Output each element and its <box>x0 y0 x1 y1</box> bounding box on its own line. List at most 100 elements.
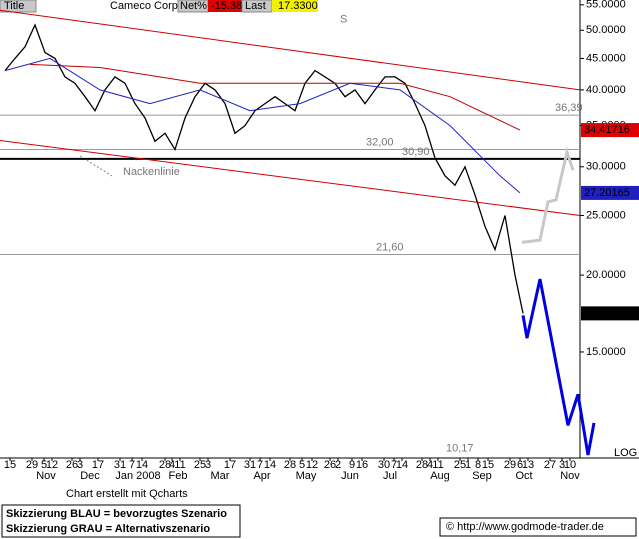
annotation: Nackenlinie <box>123 166 180 178</box>
x-tick-label: 2 <box>335 459 341 471</box>
month-label: Jan 2008 <box>115 470 160 482</box>
note: Skizzierung BLAU = bevorzugtes Szenario <box>6 508 227 520</box>
month-label: Jun <box>341 470 359 482</box>
x-tick-label: 7 <box>257 459 263 471</box>
x-tick-label: 27 <box>544 459 556 471</box>
note: Skizzierung GRAU = Alternativszenario <box>6 523 210 535</box>
level-label: 36,39 <box>555 102 583 114</box>
x-tick-label: 11 <box>174 459 185 471</box>
scale-label: LOG <box>614 447 637 459</box>
title-box <box>0 0 37 13</box>
last-value: 17.3300 <box>278 0 318 12</box>
header: Title Cameco Corp. Net% -15.38 Last 17.3… <box>0 0 318 13</box>
last-label: Last <box>245 0 266 12</box>
x-tick-label: 14 <box>396 459 408 471</box>
x-tick-label: 16 <box>356 459 368 471</box>
x-tick-label: 25 <box>194 459 206 471</box>
last-value-box <box>581 185 639 200</box>
trend-line <box>0 140 581 216</box>
y-tick-label: 25.0000 <box>586 209 626 221</box>
title: Title <box>4 0 24 12</box>
net-value-box <box>208 0 242 12</box>
x-tick-label: 12 <box>46 459 58 471</box>
annotation: S <box>340 14 347 26</box>
month-label: Nov <box>36 470 56 482</box>
x-tick-label: 8 <box>475 459 481 471</box>
source: Chart erstellt mit Qcharts <box>66 488 188 500</box>
month-label: Apr <box>253 470 270 482</box>
x-tick-label: 14 <box>136 459 148 471</box>
month-label: Oct <box>515 470 532 482</box>
x-tick-label: 5 <box>41 459 47 471</box>
y-tick-label: 15.0000 <box>586 346 626 358</box>
series-line <box>521 278 596 456</box>
x-tick-label: 14 <box>264 459 276 471</box>
last-value-box <box>581 123 639 138</box>
x-tick-label: 28 <box>416 459 428 471</box>
x-tick-label: 1 <box>465 459 471 471</box>
copyright-box <box>439 517 637 537</box>
series-line <box>521 146 575 244</box>
x-tick-label: 7 <box>129 459 135 471</box>
series-line <box>29 63 521 131</box>
y-tick-label: 45.0000 <box>586 52 626 64</box>
plot: 55.000050.000045.000040.000035.000030.00… <box>0 0 639 482</box>
last-value-label: 27.20165 <box>584 187 630 199</box>
y-tick-label: 20.0000 <box>586 269 626 281</box>
x-tick-label: 15 <box>482 459 494 471</box>
level-label: 32,00 <box>366 136 394 148</box>
x-tick-label: 31 <box>244 459 256 471</box>
x-tick-label: 28 <box>159 459 171 471</box>
last-value-box <box>272 0 318 12</box>
month-label: Nov <box>560 470 580 482</box>
x-tick-label: 29 <box>26 459 38 471</box>
x-tick-label: 3 <box>205 459 211 471</box>
month-label: Mar <box>211 470 230 482</box>
instrument: Cameco Corp. <box>110 0 181 12</box>
level-label: 30,90 <box>402 146 430 158</box>
x-tick-label: 28 <box>284 459 296 471</box>
x-tick-label: 26 <box>324 459 336 471</box>
net-label: Net% <box>180 0 207 12</box>
level-label: 10,17 <box>446 443 474 455</box>
x-tick-label: 10 <box>564 459 576 471</box>
x-tick-label: 3 <box>559 459 565 471</box>
x-tick-label: 25 <box>454 459 466 471</box>
x-tick-label: 12 <box>306 459 318 471</box>
x-tick-label: 6 <box>517 459 523 471</box>
x-tick-label: 5 <box>299 459 305 471</box>
y-tick-label: 40.0000 <box>586 84 626 96</box>
y-tick-label: 30.0000 <box>586 161 626 173</box>
trend-line <box>0 9 581 91</box>
x-tick-label: 11 <box>432 459 443 471</box>
x-tick-label: 4 <box>169 459 175 471</box>
series-line <box>4 57 521 194</box>
x-tick-label: 4 <box>427 459 433 471</box>
x-tick-label: 13 <box>522 459 534 471</box>
notes-box <box>1 504 241 538</box>
month-label: Sep <box>472 470 492 482</box>
last-value-label: 17.3300 <box>584 307 624 319</box>
month-label: Feb <box>169 470 188 482</box>
x-tick-label: 26 <box>66 459 78 471</box>
copyright: © http://www.godmode-trader.de <box>446 521 604 533</box>
y-tick-label: 50.0000 <box>586 24 626 36</box>
y-tick-label: 55.0000 <box>586 0 626 11</box>
month-label: Aug <box>430 470 450 482</box>
x-tick-label: 9 <box>349 459 355 471</box>
month-label: Dec <box>80 470 100 482</box>
x-tick-label: 29 <box>504 459 516 471</box>
x-tick-label: 7 <box>391 459 397 471</box>
x-tick-label: 3 <box>77 459 83 471</box>
x-tick-label: 30 <box>378 459 390 471</box>
series-line <box>4 23 524 314</box>
x-tick-label: 15 <box>4 459 16 471</box>
last-value-label: 34.41716 <box>584 124 630 136</box>
month-label: Jul <box>383 470 397 482</box>
x-tick-label: 17 <box>92 459 104 471</box>
x-tick-label: 31 <box>114 459 126 471</box>
net-value: -15.38 <box>211 0 242 12</box>
month-label: May <box>296 470 317 482</box>
